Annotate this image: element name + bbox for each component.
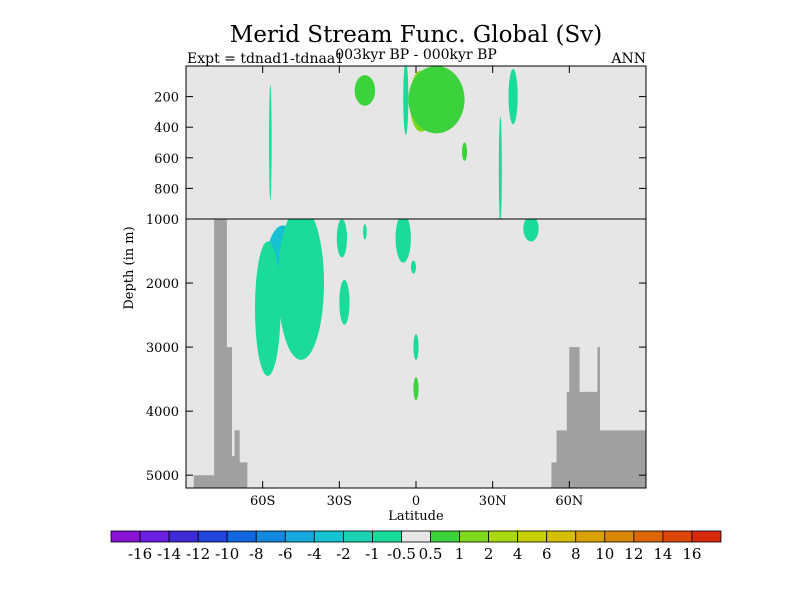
contour-feature-15 bbox=[395, 219, 411, 263]
contour-feature-11 bbox=[278, 219, 324, 360]
contour-feature-8 bbox=[508, 69, 518, 125]
contour-feature-10 bbox=[255, 241, 281, 376]
lower-ytick-label-2: 4000 bbox=[146, 405, 179, 420]
colorbar-label-17: 12 bbox=[624, 545, 643, 563]
upper-ytick-label-3: 800 bbox=[154, 182, 179, 197]
colorbar-label-2: -12 bbox=[186, 545, 210, 563]
xtick-label-1: 30S bbox=[327, 494, 352, 509]
contour-feature-17 bbox=[413, 334, 419, 360]
colorbar-label-19: 16 bbox=[682, 545, 701, 563]
colorbar-swatch-14 bbox=[517, 530, 548, 543]
contour-feature-5 bbox=[403, 66, 409, 135]
chart-title: Merid Stream Func. Global (Sv) bbox=[230, 22, 602, 48]
colorbar-label-5: -6 bbox=[278, 545, 293, 563]
colorbar-swatch-20 bbox=[691, 530, 722, 543]
colorbar-swatch-12 bbox=[459, 530, 490, 543]
y-axis-label: Depth (in m) bbox=[122, 226, 137, 309]
xtick-label-3: 30N bbox=[479, 494, 507, 509]
colorbar: -16 -14 -12 -10 -8 -6 -4 -2 -1 -0.5 0.5 1 2 4 6 8 10 12 14… bbox=[110, 530, 722, 563]
colorbar-label-0: -16 bbox=[128, 545, 152, 563]
colorbar-label-13: 4 bbox=[513, 545, 523, 563]
upper-ytick-label-4: 1000 bbox=[146, 213, 179, 228]
colorbar-swatch-7 bbox=[313, 530, 344, 543]
subtitle-right: ANN bbox=[610, 51, 646, 67]
colorbar-swatch-6 bbox=[284, 530, 315, 543]
colorbar-swatch-13 bbox=[488, 530, 519, 543]
colorbar-label-15: 8 bbox=[571, 545, 581, 563]
colorbar-swatch-17 bbox=[604, 530, 635, 543]
contour-feature-19 bbox=[523, 219, 539, 242]
colorbar-label-1: -14 bbox=[157, 545, 181, 563]
subtitle-left: Expt = tdnad1-tdnaa1 bbox=[187, 51, 344, 67]
colorbar-swatch-4 bbox=[226, 530, 257, 543]
colorbar-swatch-10 bbox=[401, 530, 431, 543]
contour-feature-6 bbox=[269, 84, 272, 201]
colorbar-swatch-3 bbox=[197, 530, 228, 543]
colorbar-swatch-8 bbox=[342, 530, 373, 543]
colorbar-swatch-9 bbox=[372, 530, 402, 543]
colorbar-swatch-19 bbox=[662, 530, 693, 543]
colorbar-swatch-1 bbox=[139, 530, 170, 543]
x-axis-label: Latitude bbox=[388, 509, 444, 524]
colorbar-swatch-2 bbox=[168, 530, 199, 543]
colorbar-label-16: 10 bbox=[595, 545, 614, 563]
contour-feature-4 bbox=[462, 142, 468, 161]
colorbar-label-6: -4 bbox=[307, 545, 322, 563]
colorbar-label-8: -1 bbox=[365, 545, 380, 563]
subtitle-center: 003kyr BP - 000kyr BP bbox=[335, 47, 497, 63]
contour-feature-7 bbox=[498, 116, 502, 219]
colorbar-swatch-15 bbox=[546, 530, 577, 543]
colorbar-swatch-0 bbox=[110, 530, 141, 543]
colorbar-swatch-11 bbox=[430, 530, 460, 543]
lower-ytick-label-3: 5000 bbox=[146, 469, 179, 484]
upper-ytick-label-1: 400 bbox=[154, 121, 179, 136]
colorbar-swatch-5 bbox=[255, 530, 286, 543]
land-mask bbox=[193, 219, 646, 488]
colorbar-swatch-16 bbox=[575, 530, 606, 543]
upper-panel: 200 400 600 800 1000 bbox=[146, 65, 647, 228]
upper-ytick-label-2: 600 bbox=[154, 152, 179, 167]
colorbar-label-11: 1 bbox=[455, 545, 465, 563]
colorbar-label-7: -2 bbox=[336, 545, 351, 563]
colorbar-label-3: -10 bbox=[215, 545, 239, 563]
lower-ytick-label-1: 3000 bbox=[146, 341, 179, 356]
contour-feature-13 bbox=[339, 279, 350, 325]
colorbar-label-10: 0.5 bbox=[419, 545, 443, 563]
lower-panel: 2000 3000 4000 5000 60S 30S 0 30N 60N bbox=[146, 66, 647, 509]
colorbar-swatch-18 bbox=[633, 530, 664, 543]
contour-feature-12 bbox=[336, 219, 347, 258]
xtick-label-0: 60S bbox=[250, 494, 275, 509]
contour-feature-3 bbox=[354, 75, 376, 106]
colorbar-label-14: 6 bbox=[542, 545, 552, 563]
upper-ytick-label-0: 200 bbox=[154, 91, 179, 106]
contour-feature-14 bbox=[363, 224, 367, 240]
colorbar-label-12: 2 bbox=[484, 545, 494, 563]
contour-feature-18 bbox=[413, 377, 419, 401]
xtick-label-4: 60N bbox=[555, 494, 583, 509]
colorbar-label-18: 14 bbox=[653, 545, 672, 563]
colorbar-label-9: -0.5 bbox=[387, 545, 416, 563]
lower-ytick-label-0: 2000 bbox=[146, 277, 179, 292]
colorbar-label-4: -8 bbox=[249, 545, 264, 563]
contour-feature-16 bbox=[410, 260, 417, 274]
xtick-label-2: 0 bbox=[412, 494, 420, 509]
contour-feature-2 bbox=[408, 66, 465, 134]
